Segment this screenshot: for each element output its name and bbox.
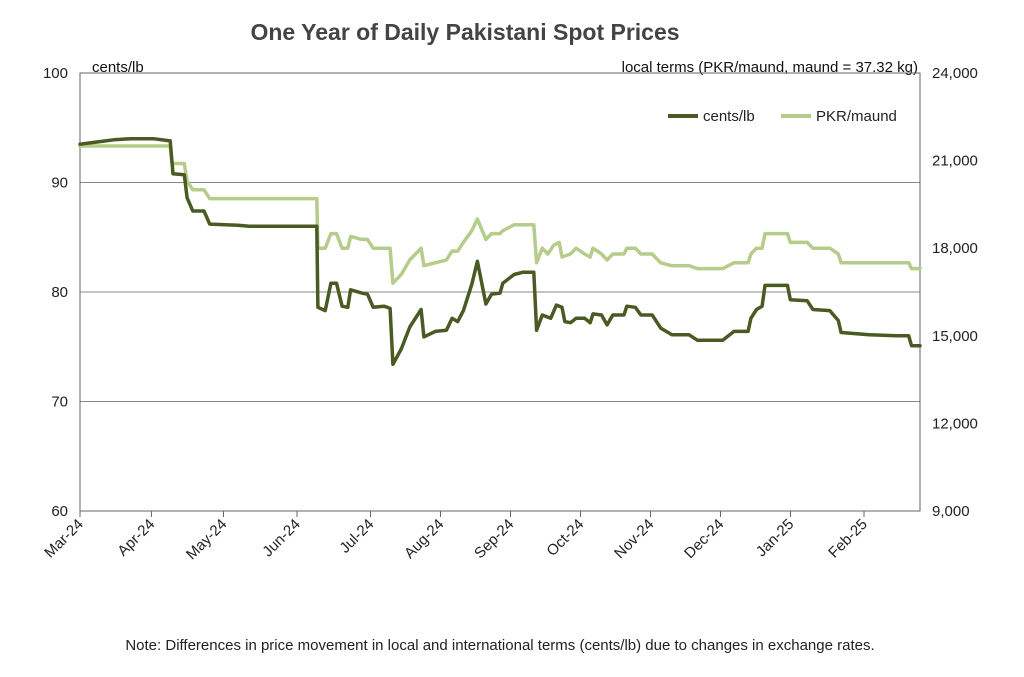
left-y-tick: 90	[51, 175, 68, 192]
left-y-tick-labels: 60 70 80 90 100	[43, 65, 68, 520]
left-axis-unit-label: cents/lb	[92, 59, 144, 76]
right-axis-unit-label: local terms (PKR/maund, maund = 37.32 kg…	[622, 59, 918, 76]
series-line-cents-lb	[78, 136, 922, 367]
plot-frame	[79, 72, 921, 512]
right-y-tick: 24,000	[932, 65, 978, 82]
x-tick-labels: Mar-24 Apr-24 May-24 Jun-24 Jul-24 Aug-24 Sep-…	[41, 511, 871, 563]
right-y-tick-labels: 9,000 12,000 15,000 18,000 21,000 24,000	[932, 65, 978, 520]
x-tick-label: May-24	[183, 516, 230, 563]
right-y-tick: 21,000	[932, 153, 978, 170]
right-y-tick: 9,000	[932, 503, 970, 520]
left-y-tick: 60	[51, 503, 68, 520]
axes	[79, 72, 921, 512]
legend: cents/lb PKR/maund	[668, 108, 897, 125]
series-line-pkr-maund	[78, 144, 922, 285]
x-tick-label: Nov-24	[611, 516, 657, 562]
x-tick-label: Aug-24	[401, 516, 447, 562]
x-tick-label: Sep-24	[471, 516, 517, 562]
footnote: Note: Differences in price movement in l…	[125, 637, 874, 654]
legend-label-pkr: PKR/maund	[816, 108, 897, 125]
left-y-tick: 70	[51, 394, 68, 411]
chart-title: One Year of Daily Pakistani Spot Prices	[250, 19, 679, 45]
x-tick-label: Jan-25	[753, 516, 797, 560]
right-y-tick: 12,000	[932, 415, 978, 432]
x-tick-label: Feb-25	[825, 516, 871, 562]
right-y-tick: 18,000	[932, 240, 978, 257]
legend-label-cents: cents/lb	[703, 108, 755, 125]
x-tick-label: Jun-24	[259, 516, 303, 560]
series-lines	[78, 136, 922, 367]
right-y-tick: 15,000	[932, 328, 978, 345]
x-tick-label: Oct-24	[543, 516, 587, 560]
left-y-tick: 80	[51, 284, 68, 301]
left-y-tick: 100	[43, 65, 68, 82]
x-tick-label: Dec-24	[681, 516, 727, 562]
x-tick-label: Jul-24	[336, 516, 377, 557]
x-tick-label: Mar-24	[41, 516, 87, 562]
x-tick-label: Apr-24	[114, 516, 158, 560]
